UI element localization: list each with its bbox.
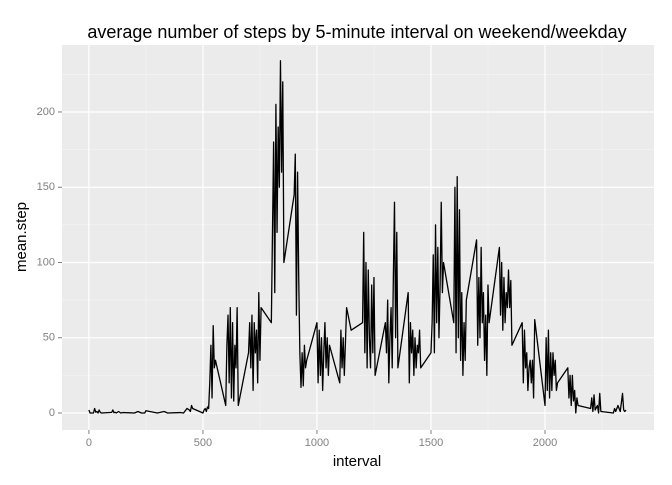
y-tick-label: 150 [37, 181, 55, 193]
y-tick-label: 50 [43, 332, 55, 344]
y-tick-label: 100 [37, 256, 55, 268]
y-tick-label: 0 [49, 407, 55, 419]
y-tick-label: 200 [37, 106, 55, 118]
x-tick-label: 500 [194, 437, 212, 449]
x-tick-label: 0 [86, 437, 92, 449]
x-tick-label: 2000 [533, 437, 557, 449]
data-line [88, 60, 627, 414]
x-axis-label: interval [333, 453, 381, 470]
y-axis-label: mean.step [13, 202, 30, 272]
x-tick-label: 1500 [419, 437, 443, 449]
x-tick-label: 1000 [305, 437, 329, 449]
chart-title: average number of steps by 5-minute inte… [87, 22, 626, 42]
